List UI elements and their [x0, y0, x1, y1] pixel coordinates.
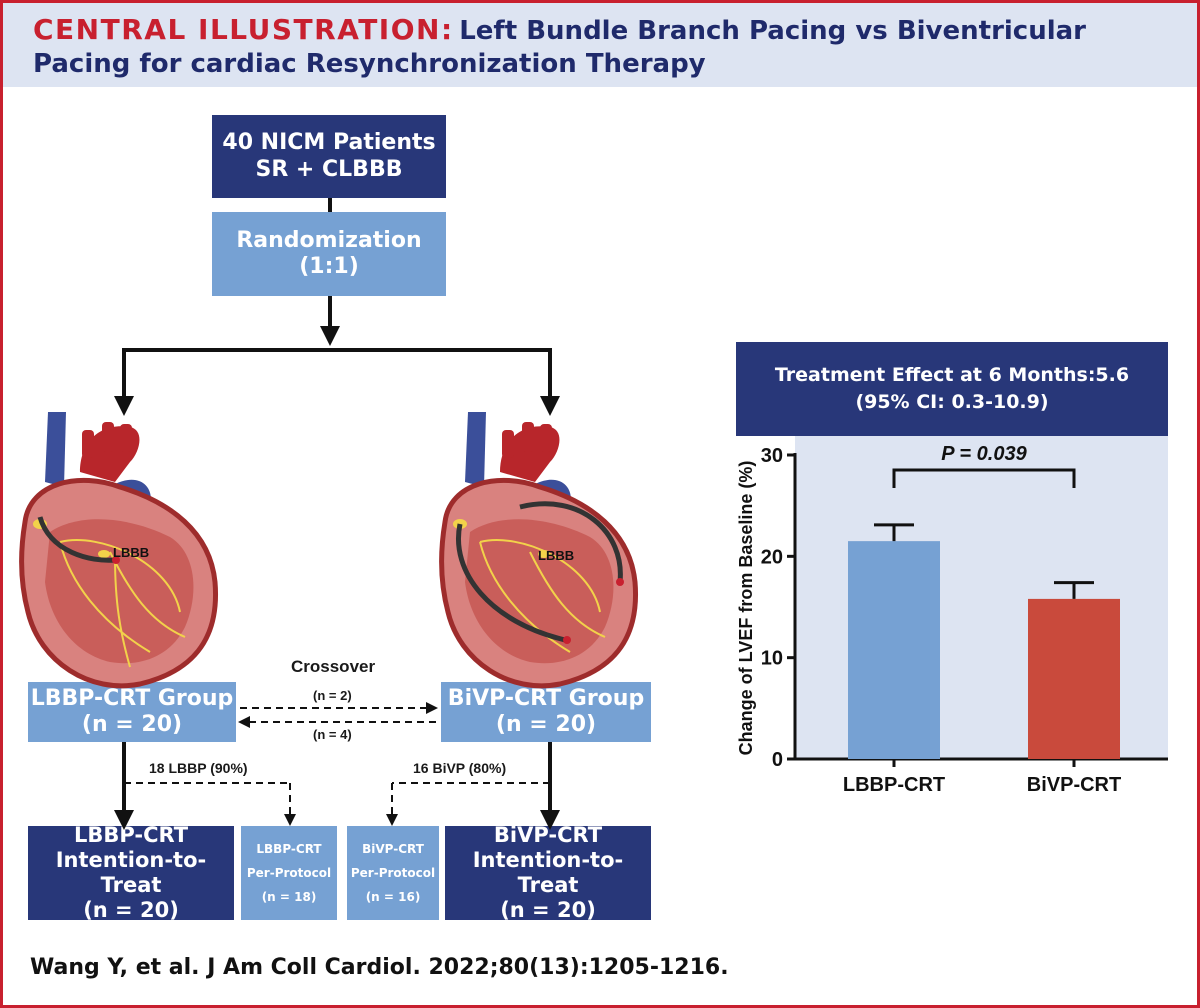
crossover-count-top: (n = 2)	[313, 688, 352, 703]
lbbp-pp-line-2: Per-Protocol	[246, 866, 332, 880]
treatment-effect-box: Treatment Effect at 6 Months:5.6 (95% CI…	[736, 342, 1168, 436]
significance-bracket	[892, 468, 1076, 488]
bivp-itt-box: BiVP-CRT Intention-to-Treat (n = 20)	[445, 823, 651, 923]
treatment-effect-line-2: (95% CI: 0.3-10.9)	[855, 391, 1049, 413]
patients-box: 40 NICM Patients SR + CLBBB	[212, 115, 446, 198]
y-tick-label: 0	[772, 749, 783, 771]
title-line-1: CENTRAL ILLUSTRATION: Left Bundle Branch…	[33, 13, 1086, 46]
heart-illustration-left	[19, 412, 219, 689]
bivp-pp-line-1: BiVP-CRT	[362, 842, 424, 856]
p-value-label: P = 0.039	[941, 443, 1027, 465]
bar-lbbp-crt	[848, 541, 940, 759]
bivp-itt-line-3: (n = 20)	[500, 898, 596, 923]
bivp-pp-box: BiVP-CRT Per-Protocol (n = 16)	[347, 826, 439, 920]
x-tick-label: LBBP-CRT	[843, 774, 945, 796]
citation: Wang Y, et al. J Am Coll Cardiol. 2022;8…	[30, 955, 729, 980]
lbbp-itt-line-2: Intention-to-Treat	[55, 847, 207, 897]
y-tick-label: 20	[761, 546, 783, 568]
randomization-box: Randomization (1:1)	[212, 212, 446, 296]
x-tick-label: BiVP-CRT	[1027, 774, 1121, 796]
title-line-2: Pacing for cardiac Resynchronization The…	[33, 49, 706, 79]
bivp-per-protocol-count: 16 BiVP (80%)	[413, 760, 507, 776]
patients-line-1: 40 NICM Patients	[222, 130, 436, 156]
lbbp-per-protocol-count: 18 LBBP (90%)	[149, 760, 248, 776]
y-tick-label: 30	[761, 445, 783, 467]
title-kicker: CENTRAL ILLUSTRATION:	[33, 13, 454, 46]
header-banner: CENTRAL ILLUSTRATION: Left Bundle Branch…	[3, 3, 1197, 87]
crossover-count-bottom: (n = 4)	[313, 727, 352, 742]
crossover-label: Crossover	[291, 657, 376, 676]
y-axis-label: Change of LVEF from Baseline (%)	[736, 461, 756, 756]
heart-label-left: LBBB	[113, 545, 149, 560]
heart-label-right: LBBB	[538, 548, 574, 563]
bivp-group-box: BiVP-CRT Group (n = 20)	[441, 682, 651, 742]
bivp-itt-line-2: Intention-to-Treat	[472, 847, 624, 897]
bar-bivp-crt	[1028, 598, 1120, 759]
y-tick-label: 10	[761, 648, 783, 670]
lbbp-pp-line-1: LBBP-CRT	[256, 842, 322, 856]
patients-line-2: SR + CLBBB	[255, 156, 403, 182]
bivp-group-line-1: BiVP-CRT Group	[447, 685, 645, 711]
lbbp-pp-line-3: (n = 18)	[261, 890, 317, 904]
bivp-pp-line-2: Per-Protocol	[350, 866, 436, 880]
heart-illustration-right	[439, 412, 639, 689]
bivp-group-line-2: (n = 20)	[495, 712, 597, 737]
bivp-pp-line-3: (n = 16)	[365, 890, 421, 904]
lbbp-group-box: LBBP-CRT Group (n = 20)	[28, 682, 236, 742]
lbbp-group-line-1: LBBP-CRT Group	[30, 685, 234, 711]
title-text-1: Left Bundle Branch Pacing vs Biventricul…	[459, 16, 1087, 46]
lbbp-group-line-2: (n = 20)	[81, 712, 183, 737]
lbbp-itt-line-3: (n = 20)	[83, 898, 179, 923]
treatment-effect-line-1: Treatment Effect at 6 Months:5.6	[774, 364, 1130, 387]
lbbp-pp-box: LBBP-CRT Per-Protocol (n = 18)	[241, 826, 337, 920]
randomization-label: Randomization (1:1)	[236, 227, 422, 279]
title-text-2: Pacing for cardiac Resynchronization The…	[33, 49, 706, 79]
